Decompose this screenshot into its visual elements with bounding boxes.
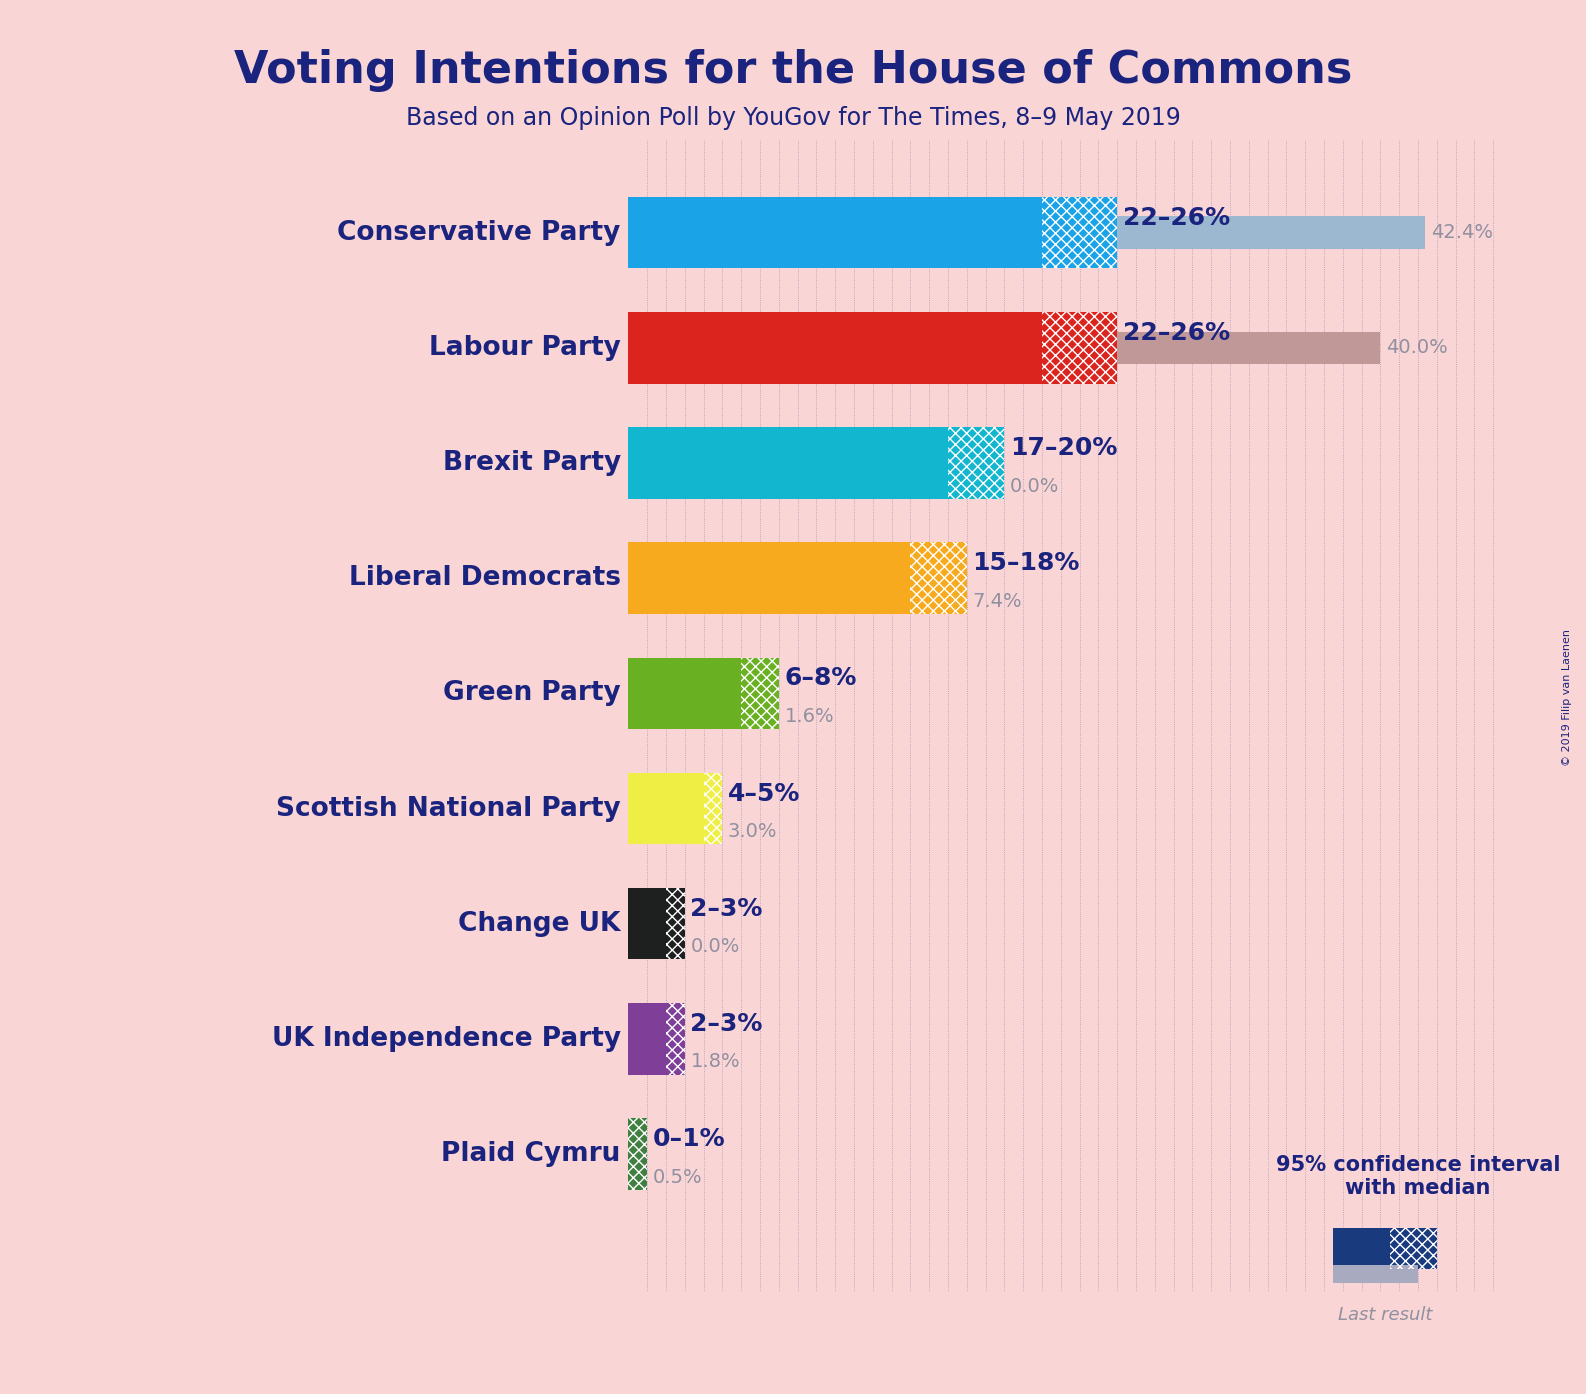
Bar xyxy=(1042,312,1117,383)
Text: © 2019 Filip van Laenen: © 2019 Filip van Laenen xyxy=(1562,629,1572,765)
Bar xyxy=(628,1118,647,1190)
Bar xyxy=(1042,312,1117,383)
Bar xyxy=(948,428,1004,499)
Text: 1.8%: 1.8% xyxy=(690,1052,741,1072)
Text: Green Party: Green Party xyxy=(442,680,620,707)
Bar xyxy=(628,888,666,959)
Bar xyxy=(704,772,722,845)
Text: Liberal Democrats: Liberal Democrats xyxy=(349,565,620,591)
Bar xyxy=(628,658,741,729)
Text: 15–18%: 15–18% xyxy=(972,551,1080,576)
Bar xyxy=(741,658,779,729)
Bar xyxy=(628,792,685,825)
Text: Labour Party: Labour Party xyxy=(428,335,620,361)
Bar xyxy=(628,312,1042,383)
Text: 42.4%: 42.4% xyxy=(1431,223,1492,243)
Bar xyxy=(1389,1228,1437,1269)
Text: 17–20%: 17–20% xyxy=(1010,436,1118,460)
Bar xyxy=(628,332,1380,364)
Bar xyxy=(628,1118,647,1190)
Bar xyxy=(628,216,1426,248)
Bar xyxy=(628,772,704,845)
Bar xyxy=(628,1023,663,1055)
Bar xyxy=(741,658,779,729)
Bar xyxy=(704,772,722,845)
Bar xyxy=(910,542,967,613)
Bar xyxy=(628,197,1042,268)
Bar xyxy=(666,1004,685,1075)
Bar xyxy=(1042,197,1117,268)
Text: Change UK: Change UK xyxy=(458,910,620,937)
Bar xyxy=(628,1138,638,1170)
Text: 0.0%: 0.0% xyxy=(690,937,739,956)
Text: Voting Intentions for the House of Commons: Voting Intentions for the House of Commo… xyxy=(233,49,1353,92)
Text: 3.0%: 3.0% xyxy=(728,822,777,841)
Text: Plaid Cymru: Plaid Cymru xyxy=(441,1142,620,1167)
Bar xyxy=(628,542,910,613)
Text: 0.5%: 0.5% xyxy=(653,1168,703,1186)
Text: Scottish National Party: Scottish National Party xyxy=(276,796,620,821)
Bar xyxy=(910,542,967,613)
Text: 2–3%: 2–3% xyxy=(690,896,763,921)
Bar xyxy=(948,428,1004,499)
Bar xyxy=(1042,197,1117,268)
Text: 2–3%: 2–3% xyxy=(690,1012,763,1036)
Bar xyxy=(628,1004,666,1075)
Text: Last result: Last result xyxy=(1339,1306,1432,1324)
Bar xyxy=(666,888,685,959)
Text: 0–1%: 0–1% xyxy=(653,1128,725,1151)
Text: Based on an Opinion Poll by YouGov for The Times, 8–9 May 2019: Based on an Opinion Poll by YouGov for T… xyxy=(406,106,1180,130)
Text: 40.0%: 40.0% xyxy=(1386,339,1448,357)
Bar xyxy=(628,677,658,710)
Bar xyxy=(666,888,685,959)
Bar xyxy=(1334,1228,1389,1269)
Text: 6–8%: 6–8% xyxy=(785,666,856,690)
Text: Conservative Party: Conservative Party xyxy=(338,220,620,245)
Text: 22–26%: 22–26% xyxy=(1123,206,1229,230)
Text: 0.0%: 0.0% xyxy=(1010,477,1059,495)
Bar xyxy=(628,562,768,594)
Bar xyxy=(666,1004,685,1075)
Bar xyxy=(1334,1264,1418,1282)
Text: 4–5%: 4–5% xyxy=(728,782,801,806)
Text: 1.6%: 1.6% xyxy=(785,707,834,726)
Text: 95% confidence interval
with median: 95% confidence interval with median xyxy=(1275,1154,1561,1197)
Bar xyxy=(1389,1228,1437,1269)
Text: UK Independence Party: UK Independence Party xyxy=(271,1026,620,1052)
Text: 22–26%: 22–26% xyxy=(1123,321,1229,344)
Text: 7.4%: 7.4% xyxy=(972,591,1021,611)
Text: Brexit Party: Brexit Party xyxy=(442,450,620,475)
Bar xyxy=(628,428,948,499)
